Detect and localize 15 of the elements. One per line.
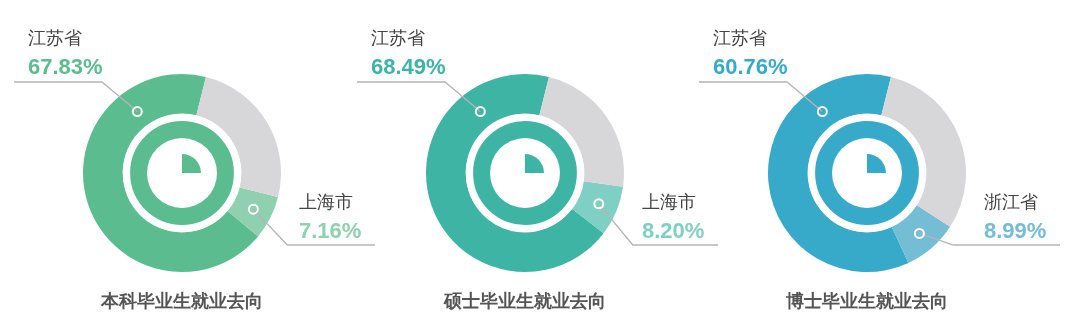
text: 本科毕业生就业去向 [100,290,263,311]
data-label: 8.20% [642,218,705,243]
slice-label: 江苏省 [371,27,425,48]
slice-label: 上海市 [299,191,353,212]
slice-label: 浙江省 [984,191,1038,212]
data-label: 68.49% [371,54,446,79]
text: 硕士毕业生就业去向 [443,290,606,311]
text: 博士毕业生就业去向 [785,290,948,311]
data-label: 60.76% [713,54,788,79]
slice-label: 上海市 [642,191,696,212]
data-label: 8.99% [984,218,1047,243]
data-label: 7.16% [299,218,362,243]
slice-label: 江苏省 [713,27,767,48]
data-label: 67.83% [28,54,103,79]
slice-label: 江苏省 [28,27,82,48]
